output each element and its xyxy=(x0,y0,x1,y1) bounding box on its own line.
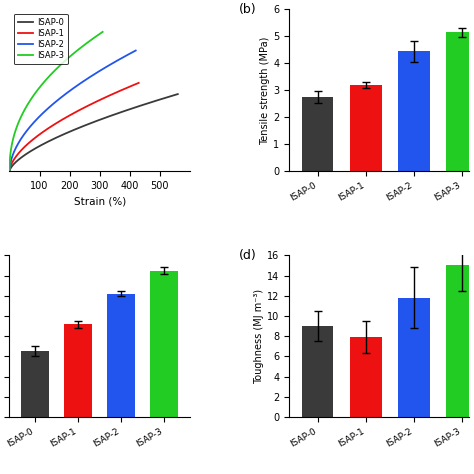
Legend: ISAP-0, ISAP-1, ISAP-2, ISAP-3: ISAP-0, ISAP-1, ISAP-2, ISAP-3 xyxy=(14,14,68,64)
ISAP-1 xyxy=(88,101,93,107)
Bar xyxy=(350,337,382,417)
ISAP-3 xyxy=(74,48,80,54)
ISAP-0 xyxy=(7,168,12,174)
Bar xyxy=(398,51,429,171)
Bar xyxy=(21,351,49,417)
Line: ISAP-3: ISAP-3 xyxy=(9,32,103,171)
ISAP-3 xyxy=(100,29,106,35)
Bar xyxy=(302,97,333,171)
Text: (d): (d) xyxy=(238,249,256,262)
Bar xyxy=(350,85,382,171)
Bar xyxy=(150,271,178,417)
ISAP-3 xyxy=(65,55,71,61)
ISAP-1 xyxy=(100,95,106,101)
Bar xyxy=(398,298,429,417)
Line: ISAP-1: ISAP-1 xyxy=(9,83,139,171)
ISAP-1 xyxy=(100,96,106,101)
ISAP-3 xyxy=(44,76,49,82)
ISAP-0 xyxy=(128,106,134,112)
Y-axis label: Tensile strength (MPa): Tensile strength (MPa) xyxy=(260,36,270,145)
ISAP-2 xyxy=(22,131,27,137)
Text: (b): (b) xyxy=(238,3,256,16)
ISAP-0 xyxy=(73,126,79,132)
Line: ISAP-0: ISAP-0 xyxy=(9,94,178,171)
ISAP-2 xyxy=(99,67,104,73)
ISAP-1 xyxy=(58,118,64,123)
ISAP-2 xyxy=(98,67,103,73)
ISAP-2 xyxy=(56,96,62,101)
ISAP-3 xyxy=(7,168,12,174)
ISAP-1 xyxy=(7,168,12,174)
Line: ISAP-2: ISAP-2 xyxy=(9,51,136,171)
ISAP-2 xyxy=(7,168,12,174)
ISAP-3 xyxy=(74,48,80,54)
Bar xyxy=(447,32,474,171)
ISAP-3 xyxy=(37,84,43,90)
Y-axis label: Toughness (MJ m⁻³): Toughness (MJ m⁻³) xyxy=(254,289,264,384)
ISAP-0 xyxy=(175,91,181,97)
ISAP-2 xyxy=(86,75,92,81)
ISAP-1 xyxy=(49,123,55,129)
ISAP-0 xyxy=(27,149,33,155)
Bar xyxy=(447,265,474,417)
Bar xyxy=(64,324,92,417)
ISAP-2 xyxy=(48,103,54,109)
ISAP-0 xyxy=(129,106,135,111)
ISAP-0 xyxy=(62,131,67,137)
ISAP-0 xyxy=(112,111,118,117)
ISAP-3 xyxy=(18,115,24,120)
ISAP-1 xyxy=(136,80,142,86)
X-axis label: Strain (%): Strain (%) xyxy=(73,197,126,207)
Bar xyxy=(302,326,333,417)
ISAP-2 xyxy=(133,48,138,54)
Bar xyxy=(107,294,135,417)
ISAP-1 xyxy=(22,144,28,149)
